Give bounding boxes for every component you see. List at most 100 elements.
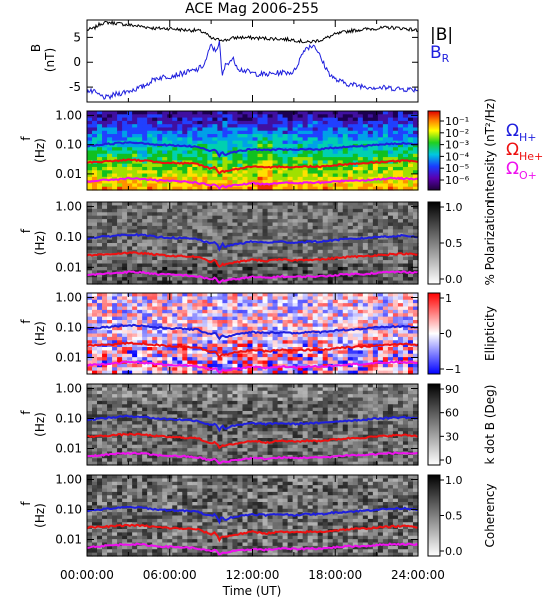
heatmap-polarization-cell [372, 249, 379, 254]
heatmap-ellipticity-cell [377, 306, 384, 311]
heatmap-ellipticity-cell [192, 323, 198, 328]
heatmap-intensity-cell [327, 124, 334, 129]
heatmap-ellipticity-cell [152, 350, 158, 355]
heatmap-ellipticity-cell [357, 343, 364, 348]
heatmap-intensity-cell [277, 127, 284, 132]
heatmap-intensity-cell [382, 173, 389, 178]
heatmap-polarization-cell [332, 239, 339, 244]
heatmap-polarization-cell [112, 219, 118, 224]
heatmap-ellipticity-cell [357, 357, 364, 362]
heatmap-intensity-cell [207, 130, 213, 135]
heatmap-kdotb-cell [117, 384, 123, 388]
heatmap-intensity-cell [87, 186, 93, 191]
heatmap-polarization-cell [237, 229, 244, 234]
heatmap-ellipticity-cell [247, 363, 254, 368]
heatmap-ellipticity-cell [267, 343, 274, 348]
heatmap-intensity-cell [362, 163, 369, 168]
heatmap-ellipticity-cell [312, 350, 319, 355]
heatmap-ellipticity-cell [377, 323, 384, 328]
heatmap-ellipticity-cell [412, 353, 419, 358]
heatmap-ellipticity-cell [222, 333, 229, 338]
heatmap-ellipticity-cell [297, 367, 304, 372]
heatmap-intensity-cell [87, 111, 93, 115]
heatmap-intensity-cell [187, 160, 193, 165]
heatmap-polarization-cell [342, 273, 349, 278]
heatmap-ellipticity-cell [332, 316, 339, 321]
heatmap-ellipticity-cell [292, 323, 299, 328]
heatmap-intensity-cell [382, 153, 389, 158]
heatmap-polarization-cell [142, 256, 148, 261]
heatmap-polarization-cell [142, 222, 148, 227]
heatmap-intensity-cell [147, 130, 153, 135]
heatmap-intensity-cell [317, 127, 324, 132]
heatmap-intensity-cell [127, 153, 133, 158]
heatmap-intensity-cell [347, 127, 354, 132]
heatmap-intensity-cell [322, 134, 329, 138]
heatmap-intensity-cell [192, 134, 198, 138]
heatmap-polarization-cell [97, 212, 103, 217]
heatmap-ellipticity-cell [117, 353, 123, 358]
heatmap-polarization-cell [107, 277, 113, 282]
heatmap-polarization-cell [137, 205, 143, 210]
heatmap-intensity-cell [377, 124, 384, 129]
heatmap-intensity-cell [242, 114, 249, 119]
heatmap-polarization-cell [182, 205, 188, 210]
heatmap-polarization-cell [382, 263, 389, 268]
heatmap-ellipticity-cell [117, 330, 123, 335]
heatmap-intensity-cell [137, 170, 143, 175]
heatmap-ellipticity-cell [207, 330, 213, 335]
heatmap-polarization-cell [412, 273, 419, 278]
heatmap-ellipticity-cell [197, 357, 203, 362]
heatmap-polarization-cell [212, 208, 218, 213]
heatmap-polarization-cell [177, 266, 183, 271]
heatmap-ellipticity-cell [207, 333, 213, 338]
heatmap-intensity-cell [252, 137, 259, 142]
heatmap-intensity-cell [152, 183, 158, 188]
heatmap-ellipticity-cell [402, 309, 409, 314]
heatmap-intensity-cell [277, 186, 284, 191]
heatmap-polarization-cell [252, 205, 259, 210]
heatmap-ellipticity-cell [107, 309, 113, 314]
heatmap-intensity-cell [127, 186, 133, 191]
heatmap-ellipticity-cell [87, 353, 93, 358]
heatmap-polarization-cell [282, 202, 289, 207]
heatmap-polarization-cell [272, 243, 279, 248]
heatmap-polarization-cell [282, 263, 289, 268]
heatmap-intensity-cell [317, 176, 324, 181]
heatmap-polarization-cell [147, 249, 153, 254]
heatmap-polarization-cell [407, 256, 414, 261]
heatmap-ellipticity-cell [287, 320, 294, 324]
heatmap-intensity-cell [102, 140, 108, 145]
heatmap-kdotb-cell [132, 390, 138, 395]
heatmap-polarization-cell [112, 205, 118, 210]
heatmap-ellipticity-cell [317, 309, 324, 314]
heatmap-intensity-cell [197, 120, 203, 125]
heatmap-ellipticity-cell [182, 340, 188, 345]
heatmap-ellipticity-cell [152, 333, 158, 338]
heatmap-intensity-cell [262, 120, 269, 125]
heatmap-intensity-cell [212, 176, 218, 181]
heatmap-polarization-cell [162, 229, 168, 234]
heatmap-ellipticity-cell [322, 326, 329, 331]
heatmap-ellipticity-cell [332, 343, 339, 348]
heatmap-polarization-cell [317, 232, 324, 237]
heatmap-ellipticity-cell [402, 370, 409, 375]
heatmap-intensity-cell [352, 176, 359, 181]
heatmap-polarization-cell [232, 232, 239, 237]
heatmap-polarization-cell [202, 205, 208, 210]
heatmap-ellipticity-cell [397, 299, 404, 304]
heatmap-polarization-cell [92, 222, 98, 227]
heatmap-intensity-cell [317, 166, 324, 171]
heatmap-polarization-cell [387, 277, 394, 282]
heatmap-polarization-cell [257, 225, 264, 230]
heatmap-polarization-cell [252, 246, 259, 251]
heatmap-ellipticity-cell [242, 347, 249, 351]
heatmap-kdotb-cell [112, 384, 118, 388]
heatmap-intensity-cell [372, 180, 379, 185]
heatmap-polarization-cell [197, 219, 203, 224]
heatmap-ellipticity-cell [282, 326, 289, 331]
heatmap-intensity-cell [217, 137, 224, 142]
heatmap-polarization-cell [317, 229, 324, 234]
heatmap-intensity-cell [302, 117, 309, 122]
heatmap-ellipticity-cell [352, 303, 359, 308]
